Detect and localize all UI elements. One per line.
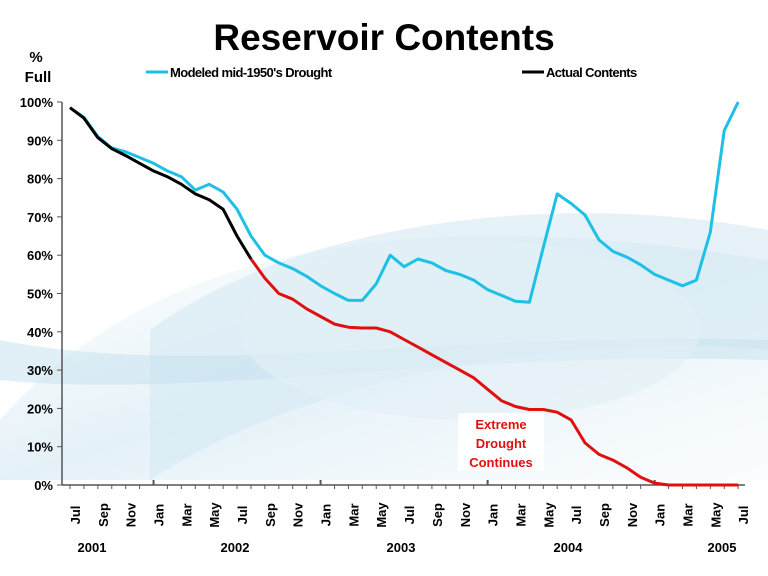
x-year-label: 2003 [387,540,416,555]
chart-title: Reservoir Contents [213,17,554,58]
y-tick-label: 30% [27,363,53,378]
x-month-label: May [541,502,556,528]
series-line-2 [249,258,739,487]
x-month-label: Jul [235,506,250,525]
annotation-line3: Continues [469,455,533,470]
x-month-label: Nov [291,502,306,527]
series-line-0 [69,101,740,304]
x-month-label: Sep [96,503,111,527]
x-month-label: Sep [430,503,445,527]
annotation: Extreme Drought Continues [458,413,544,471]
x-month-label: Sep [263,503,278,527]
legend-label-actual: Actual Contents [546,65,637,80]
x-month-label: Nov [458,502,473,527]
series-line-1 [69,106,253,260]
y-tick-label: 0% [34,478,53,493]
y-tick-label: 50% [27,287,53,302]
x-year-label: 2002 [221,540,250,555]
x-month-label: Sep [597,503,612,527]
annotation-line2: Drought [476,436,527,451]
y-tick-label: 100% [20,95,54,110]
y-axis-label-line1: % [29,49,42,66]
x-month-label: Mar [179,503,194,526]
x-month-label: Jan [653,504,668,526]
y-tick-label: 40% [27,325,53,340]
legend: Modeled mid-1950's Drought Actual Conten… [146,65,638,80]
x-month-label: Mar [346,503,361,526]
x-year-label: 2005 [708,540,737,555]
x-month-label: Nov [625,502,640,527]
x-month-label: Mar [680,503,695,526]
x-month-label: Jul [569,506,584,525]
y-tick-label: 90% [27,133,53,148]
y-tick-label: 70% [27,210,53,225]
y-tick-label: 20% [27,401,53,416]
legend-label-modeled: Modeled mid-1950's Drought [170,65,333,80]
x-month-label: Nov [124,502,139,527]
y-axis-label-line2: Full [25,69,52,86]
x-month-label: Jan [319,504,334,526]
x-year-label: 2004 [554,540,584,555]
x-month-label: Jul [402,506,417,525]
y-tick-label: 10% [27,440,53,455]
background-swirl [0,213,768,480]
x-month-label: Jul [68,506,83,525]
x-month-label: Jan [152,504,167,526]
x-month-label: Mar [513,503,528,526]
x-month-label: Jan [486,504,501,526]
x-month-label: Jul [736,506,751,525]
x-month-label: May [207,502,222,528]
x-year-label: 2001 [78,540,107,555]
y-tick-label: 80% [27,172,53,187]
annotation-line1: Extreme [475,417,526,432]
x-month-label: May [374,502,389,528]
x-month-label: May [708,502,723,528]
y-tick-label: 60% [27,248,53,263]
